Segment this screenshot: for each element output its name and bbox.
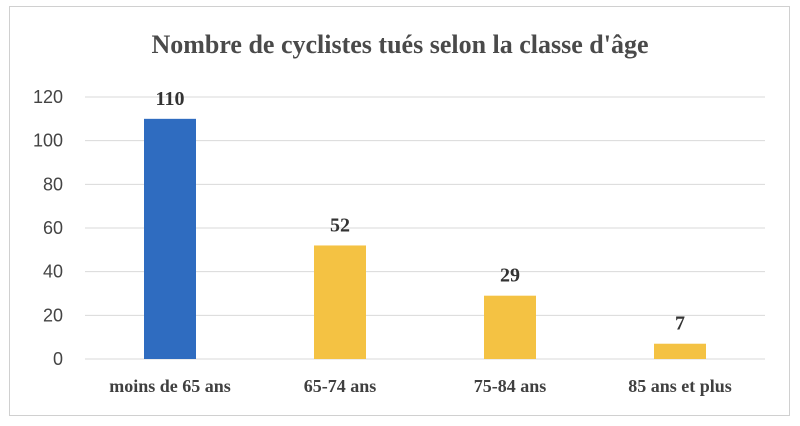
- bar: [484, 295, 536, 359]
- y-tick-label: 20: [43, 305, 63, 325]
- bar: [144, 118, 196, 359]
- x-tick-label: 65-74 ans: [304, 376, 377, 396]
- y-tick-label: 60: [43, 218, 63, 238]
- bar: [314, 245, 366, 359]
- data-label: 29: [500, 265, 520, 287]
- x-tick-label: 85 ans et plus: [628, 376, 732, 396]
- data-label: 110: [156, 88, 185, 110]
- y-tick-label: 100: [33, 131, 63, 151]
- y-tick-label: 0: [53, 349, 63, 369]
- data-label: 7: [675, 313, 685, 335]
- y-tick-label: 40: [43, 262, 63, 282]
- y-tick-label: 120: [33, 87, 63, 107]
- x-tick-label: moins de 65 ans: [109, 376, 231, 396]
- bar: [654, 343, 706, 359]
- x-tick-label: 75-84 ans: [474, 376, 547, 396]
- y-tick-label: 80: [43, 174, 63, 194]
- chart-title: Nombre de cyclistes tués selon la classe…: [151, 30, 649, 59]
- data-label: 52: [330, 214, 350, 236]
